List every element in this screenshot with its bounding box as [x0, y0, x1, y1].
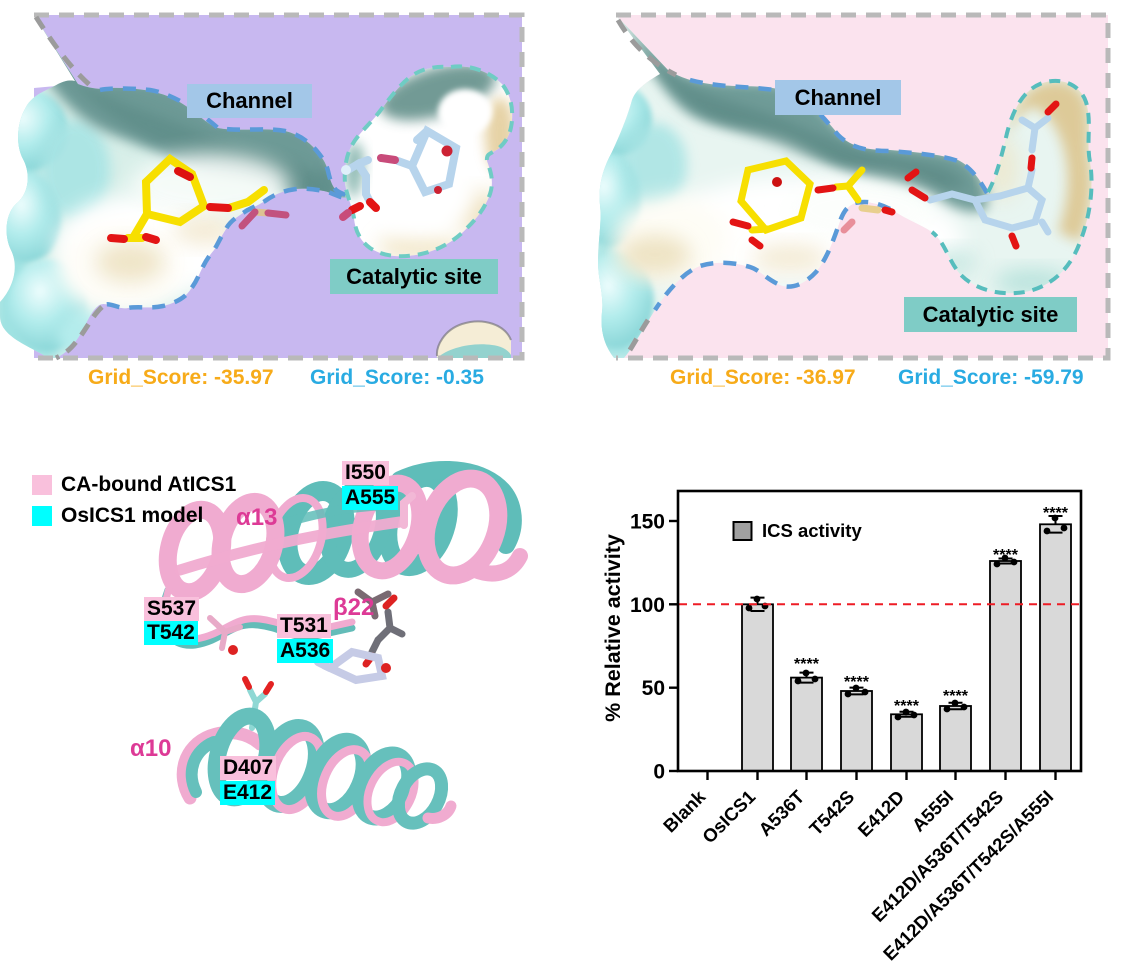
svg-text:****: **** [794, 656, 820, 673]
svg-text:****: **** [894, 698, 920, 715]
svg-text:50: 50 [642, 677, 665, 700]
svg-text:% Relative activity: % Relative activity [601, 534, 625, 722]
svg-text:E412D: E412D [853, 786, 908, 841]
svg-text:150: 150 [630, 511, 665, 534]
svg-text:0: 0 [653, 761, 665, 784]
svg-text:****: **** [844, 674, 870, 691]
svg-text:100: 100 [630, 594, 665, 617]
svg-text:T542S: T542S [805, 786, 858, 839]
svg-text:A536T: A536T [754, 785, 809, 840]
svg-text:****: **** [993, 547, 1019, 564]
svg-text:ICS activity: ICS activity [762, 520, 862, 541]
svg-text:****: **** [1043, 505, 1069, 522]
svg-text:****: **** [943, 688, 969, 705]
svg-text:OsICS1: OsICS1 [698, 786, 759, 847]
